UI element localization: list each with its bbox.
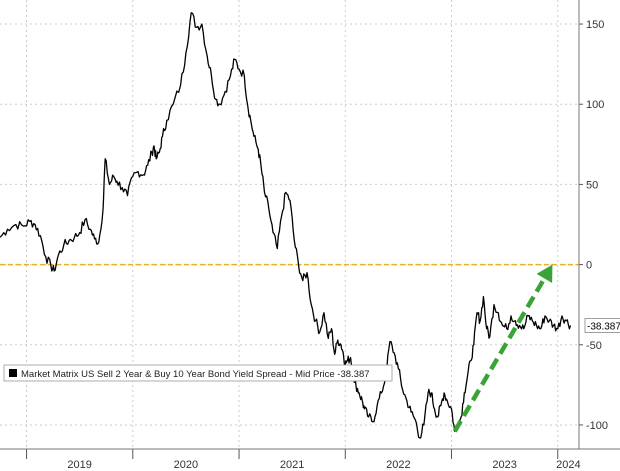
legend-background — [3, 364, 393, 382]
legend-swatch — [9, 369, 17, 377]
spread-series-line — [0, 12, 572, 439]
y-tick-label: 0 — [586, 260, 592, 272]
legend: Market Matrix US Sell 2 Year & Buy 10 Ye… — [3, 364, 393, 382]
series-layer — [0, 12, 572, 439]
y-tick-label: 150 — [586, 19, 604, 31]
x-tick-label: 2021 — [280, 459, 304, 471]
x-tick-label: 2020 — [174, 459, 198, 471]
y-tick-label: -50 — [586, 340, 602, 352]
last-value-box — [584, 318, 620, 333]
x-tick-label: 2022 — [386, 459, 410, 471]
grid — [0, 0, 579, 449]
trend-arrow-head — [536, 264, 553, 283]
trend-arrow-shaft — [452, 277, 547, 433]
y-tick-label: -100 — [586, 420, 608, 432]
last-value-label-group: -38.387 — [584, 318, 620, 333]
legend-label: Market Matrix US Sell 2 Year & Buy 10 Ye… — [21, 369, 370, 380]
y-tick-label: 100 — [586, 99, 604, 111]
x-tick-label: 2019 — [67, 459, 91, 471]
trend-arrow-layer — [452, 264, 553, 433]
last-value-label: -38.387 — [587, 322, 620, 333]
y-tick-label: 50 — [586, 179, 598, 191]
x-tick-label: 2023 — [492, 459, 516, 471]
x-tick-label: 2024 — [556, 459, 580, 471]
